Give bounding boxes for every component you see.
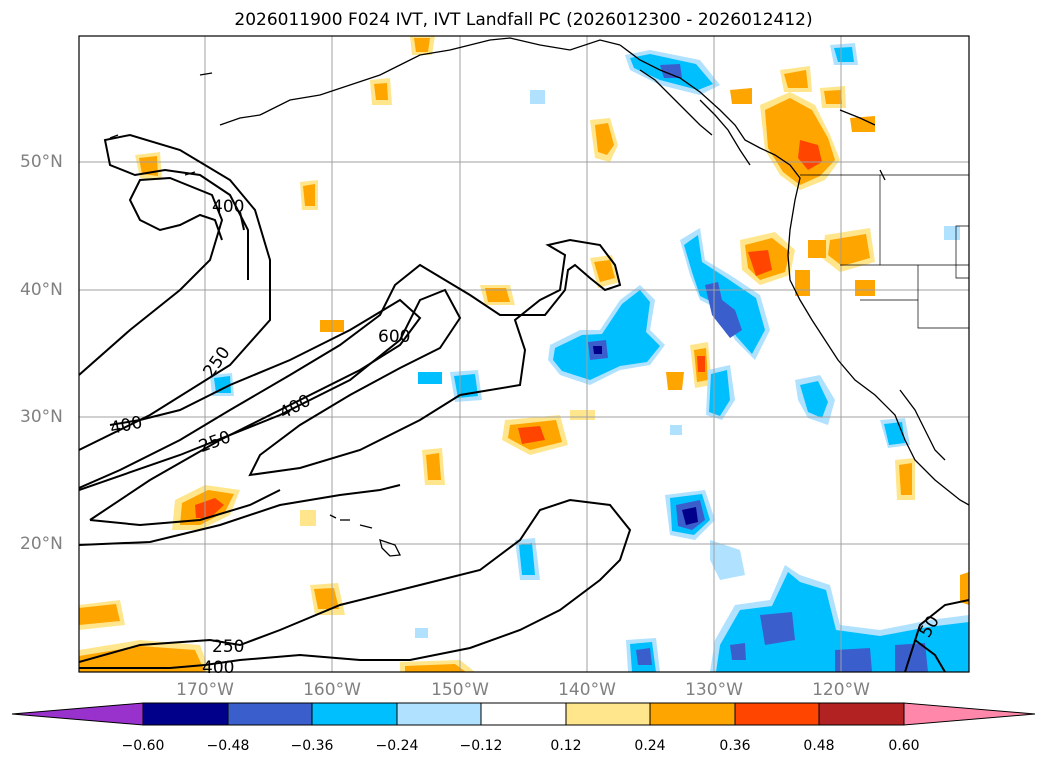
lon-label: 120°W <box>812 680 870 700</box>
lat-label: 30°N <box>20 407 63 427</box>
plot-frame <box>78 35 970 673</box>
colorbar-bin <box>480 702 567 726</box>
colorbar-tick-label: 0.12 <box>550 738 582 754</box>
contour-label: 400 <box>212 197 244 217</box>
colorbar <box>11 702 1036 726</box>
lon-label: 150°W <box>431 680 489 700</box>
colorbar-tick-label: −0.60 <box>121 738 165 754</box>
map-plot-area <box>79 36 969 672</box>
lon-label: 140°W <box>558 680 616 700</box>
colorbar-bin <box>734 702 820 726</box>
colorbar-bin <box>227 702 313 726</box>
lat-label: 20°N <box>20 534 63 554</box>
colorbar-bin <box>311 702 398 726</box>
negative-anomaly-patches <box>210 43 969 672</box>
colorbar-tick-label: −0.24 <box>375 738 419 754</box>
colorbar-tick-label: 0.24 <box>634 738 666 754</box>
colorbar-tick-label: −0.48 <box>206 738 250 754</box>
contour-label: 250 <box>212 637 244 657</box>
colorbar-tick-label: −0.36 <box>290 738 334 754</box>
colorbar-bin <box>649 702 736 726</box>
state-borders <box>800 174 969 329</box>
colorbar-tick-label: 0.60 <box>888 738 920 754</box>
colorbar-tick-label: −0.12 <box>459 738 503 754</box>
lat-label: 40°N <box>20 280 63 300</box>
colorbar-bin <box>142 702 229 726</box>
colorbar-bin <box>396 702 482 726</box>
contour-label: 600 <box>378 327 410 347</box>
gridlines <box>79 36 969 672</box>
colorbar-tick-label: 0.48 <box>803 738 835 754</box>
colorbar-bin <box>818 702 905 726</box>
ivt-contours <box>79 133 969 672</box>
colorbar-bin <box>565 702 651 726</box>
lat-label: 50°N <box>20 152 63 172</box>
contour-label: 250 <box>196 427 233 457</box>
contour-label: 400 <box>202 658 234 678</box>
colorbar-extend-max <box>903 702 1036 726</box>
lon-label: 160°W <box>303 680 361 700</box>
coastlines <box>109 37 969 557</box>
colorbar-extend-min <box>11 702 144 726</box>
positive-anomaly-patches <box>79 36 969 672</box>
lon-label: 130°W <box>685 680 743 700</box>
lon-label: 170°W <box>176 680 234 700</box>
colorbar-tick-label: 0.36 <box>719 738 751 754</box>
map-title: 2026011900 F024 IVT, IVT Landfall PC (20… <box>234 10 813 30</box>
